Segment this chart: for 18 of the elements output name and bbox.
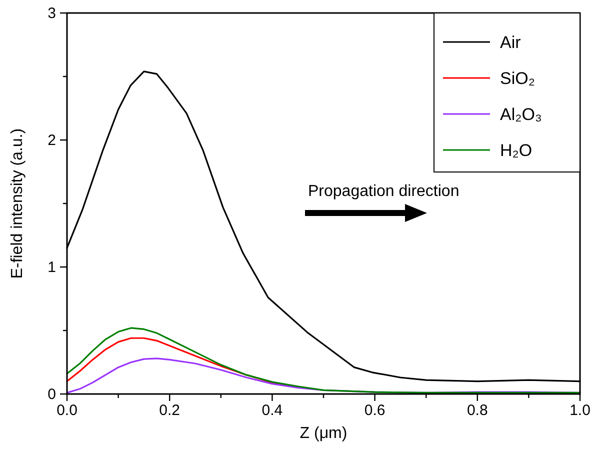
x-tick-label: 0.6 xyxy=(364,402,386,419)
line-series xyxy=(66,327,581,394)
y-tick-label: 2 xyxy=(48,132,56,149)
legend-label: SiO₂ xyxy=(500,69,535,88)
x-tick-label: 0.8 xyxy=(466,402,488,419)
x-axis-title: Z (μm) xyxy=(300,425,348,442)
legend-label: H₂O xyxy=(500,141,532,160)
x-tick-label: 0.2 xyxy=(159,402,180,419)
y-tick-label: 0 xyxy=(48,386,56,403)
y-tick-label: 1 xyxy=(48,259,56,276)
legend-label: Air xyxy=(500,33,522,52)
y-tick-label: 3 xyxy=(48,5,56,22)
annotation: Propagation direction xyxy=(308,183,460,200)
y-axis-title: E-field intensity (a.u.) xyxy=(9,128,26,279)
x-tick-label: 1.0 xyxy=(570,402,590,419)
x-tick-label: 0.0 xyxy=(56,402,78,419)
x-tick-label: 0.4 xyxy=(262,402,283,419)
legend-label: Al₂O₃ xyxy=(500,105,542,124)
